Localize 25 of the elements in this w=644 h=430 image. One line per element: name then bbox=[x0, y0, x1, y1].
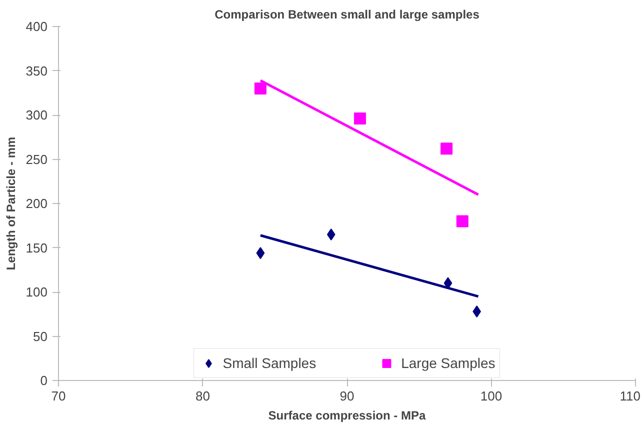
x-tick-label: 90 bbox=[340, 388, 354, 404]
chart-title: Comparison Between small and large samples bbox=[214, 8, 480, 22]
point bbox=[354, 112, 366, 125]
x-tick-label: 110 bbox=[620, 388, 641, 404]
legend-label: Small Samples bbox=[222, 355, 316, 371]
point bbox=[440, 142, 453, 155]
y-tick-label: 0 bbox=[40, 373, 48, 388]
y-tick-label: 300 bbox=[26, 108, 48, 122]
x-tick-label: 100 bbox=[480, 388, 502, 404]
x-tick-label: 80 bbox=[196, 388, 210, 404]
point bbox=[254, 82, 266, 94]
y-tick-label: 200 bbox=[26, 196, 48, 211]
point bbox=[456, 215, 468, 228]
x-tick-label: 70 bbox=[51, 388, 66, 404]
y-tick-label: 100 bbox=[26, 284, 48, 300]
y-tick-label: 350 bbox=[26, 63, 48, 78]
y-tick-label: 150 bbox=[26, 240, 48, 256]
y-axis-title: Length of Particle - mm bbox=[4, 136, 18, 270]
point bbox=[256, 247, 265, 260]
point bbox=[326, 228, 336, 240]
y-tick-label: 400 bbox=[26, 19, 48, 34]
y-tick-label: 50 bbox=[33, 328, 48, 344]
x-axis-title: Surface compression - MPa bbox=[268, 408, 426, 422]
legend-label: Large Samples bbox=[401, 355, 496, 371]
y-tick-label: 250 bbox=[26, 152, 48, 167]
